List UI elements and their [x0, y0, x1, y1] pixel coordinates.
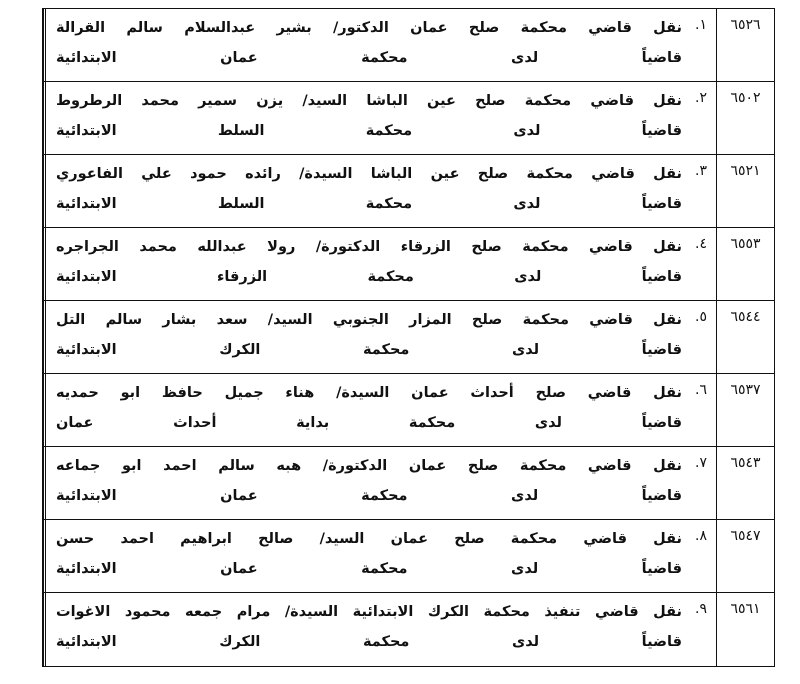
- decision-text: نقل قاضي محكمة صلح الزرقاء الدكتورة/ رول…: [43, 228, 686, 300]
- table-row: ٦٥٢٦ ١. نقل قاضي محكمة صلح عمان الدكتور/ ب…: [43, 9, 774, 82]
- table-row: ٦٥٦١ ٩. نقل قاضي تنفيذ محكمة الكرك الابتدا…: [43, 593, 774, 666]
- table-row: ٦٥٤٤ ٥. نقل قاضي محكمة صلح المزار الجنوبي …: [43, 301, 774, 374]
- destination-line: قاضياً لدى محكمة السلط الابتدائية: [56, 123, 682, 139]
- file-number: ٦٥٤٧: [716, 520, 774, 592]
- transfer-line: نقل قاضي محكمة صلح عمان الدكتورة/ هبه سا…: [56, 458, 682, 474]
- destination-line: قاضياً لدى محكمة الزرقاء الابتدائية: [56, 269, 682, 285]
- row-index: ٢.: [695, 90, 707, 106]
- file-number: ٦٥٢١: [716, 155, 774, 227]
- table-row: ٦٥٠٢ ٢. نقل قاضي محكمة صلح عين الباشا السي…: [43, 82, 774, 155]
- row-index: ٦.: [695, 382, 707, 398]
- decision-text: نقل قاضي محكمة صلح عمان الدكتور/ بشير عب…: [43, 9, 686, 81]
- row-index: ٧.: [695, 455, 707, 471]
- file-number: ٦٥٤٤: [716, 301, 774, 373]
- decision-text: نقل قاضي محكمة صلح عمان السيد/ صالح ابرا…: [43, 520, 686, 592]
- transfer-line: نقل قاضي محكمة صلح عمان السيد/ صالح ابرا…: [56, 531, 682, 547]
- decision-text: نقل قاضي تنفيذ محكمة الكرك الابتدائية ال…: [43, 593, 686, 666]
- decision-text: نقل قاضي صلح أحداث عمان السيدة/ هناء جمي…: [43, 374, 686, 446]
- transfer-line: نقل قاضي تنفيذ محكمة الكرك الابتدائية ال…: [56, 604, 682, 620]
- destination-line: قاضياً لدى محكمة الكرك الابتدائية: [56, 342, 682, 358]
- destination-line: قاضياً لدى محكمة عمان الابتدائية: [56, 50, 682, 66]
- destination-line: قاضياً لدى محكمة عمان الابتدائية: [56, 488, 682, 504]
- transfer-line: نقل قاضي محكمة صلح المزار الجنوبي السيد/…: [56, 312, 682, 328]
- row-index: ٣.: [695, 163, 707, 179]
- destination-line: قاضياً لدى محكمة بداية أحداث عمان: [56, 415, 682, 431]
- file-number: ٦٥٢٦: [716, 9, 774, 81]
- transfer-line: نقل قاضي صلح أحداث عمان السيدة/ هناء جمي…: [56, 385, 682, 401]
- file-number: ٦٥٤٣: [716, 447, 774, 519]
- file-number: ٦٥٠٢: [716, 82, 774, 154]
- row-index: ٥.: [695, 309, 707, 325]
- file-number: ٦٥٦١: [716, 593, 774, 666]
- row-index: ٨.: [695, 528, 707, 544]
- row-index: ٩.: [695, 601, 707, 617]
- file-number: ٦٥٥٣: [716, 228, 774, 300]
- table-row: ٦٥٤٧ ٨. نقل قاضي محكمة صلح عمان السيد/ صال…: [43, 520, 774, 593]
- decision-text: نقل قاضي محكمة صلح عين الباشا السيد/ يزن…: [43, 82, 686, 154]
- table-row: ٦٥٢١ ٣. نقل قاضي محكمة صلح عين الباشا السي…: [43, 155, 774, 228]
- transfer-line: نقل قاضي محكمة صلح عين الباشا السيدة/ را…: [56, 166, 682, 182]
- transfer-line: نقل قاضي محكمة صلح الزرقاء الدكتورة/ رول…: [56, 239, 682, 255]
- destination-line: قاضياً لدى محكمة السلط الابتدائية: [56, 196, 682, 212]
- decision-text: نقل قاضي محكمة صلح عين الباشا السيدة/ را…: [43, 155, 686, 227]
- decision-text: نقل قاضي محكمة صلح عمان الدكتورة/ هبه سا…: [43, 447, 686, 519]
- destination-line: قاضياً لدى محكمة الكرك الابتدائية: [56, 634, 682, 650]
- row-index: ٤.: [695, 236, 707, 252]
- destination-line: قاضياً لدى محكمة عمان الابتدائية: [56, 561, 682, 577]
- decision-text: نقل قاضي محكمة صلح المزار الجنوبي السيد/…: [43, 301, 686, 373]
- row-index: ١.: [695, 17, 707, 33]
- transfer-line: نقل قاضي محكمة صلح عمان الدكتور/ بشير عب…: [56, 20, 682, 36]
- transfer-line: نقل قاضي محكمة صلح عين الباشا السيد/ يزن…: [56, 93, 682, 109]
- table-row: ٦٥٤٣ ٧. نقل قاضي محكمة صلح عمان الدكتورة/ …: [43, 447, 774, 520]
- table-row: ٦٥٣٧ ٦. نقل قاضي صلح أحداث عمان السيدة/ هن…: [43, 374, 774, 447]
- table-row: ٦٥٥٣ ٤. نقل قاضي محكمة صلح الزرقاء الدكتور…: [43, 228, 774, 301]
- transfer-table: ٦٥٢٦ ١. نقل قاضي محكمة صلح عمان الدكتور/ ب…: [42, 8, 775, 667]
- file-number: ٦٥٣٧: [716, 374, 774, 446]
